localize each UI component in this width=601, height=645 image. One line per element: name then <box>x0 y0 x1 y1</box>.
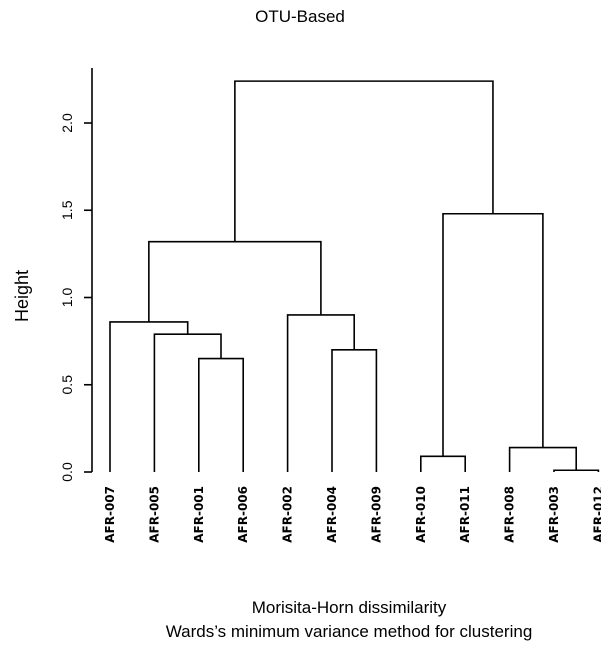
leaf-label: AFR-004 <box>325 486 339 543</box>
leaf-label: AFR-003 <box>547 486 561 543</box>
leaf-label: AFR-010 <box>414 486 428 543</box>
dendrogram-branch <box>234 80 494 242</box>
dendrogram-branch <box>442 212 544 457</box>
dendrogram-branch <box>109 321 189 472</box>
leaf-label: AFR-001 <box>192 486 206 543</box>
leaf-label: AFR-008 <box>503 486 517 543</box>
dendrogram-branch <box>420 455 466 472</box>
dendrogram-branch <box>553 469 600 472</box>
leaf-label: AFR-006 <box>236 486 250 543</box>
y-tick-label: 1.5 <box>59 200 75 220</box>
y-tick-label: 0.0 <box>59 462 75 482</box>
caption-line-2: Wards’s minimum variance method for clus… <box>166 622 533 641</box>
y-axis-ticks: 0.0 0.5 1.0 1.5 2.0 <box>59 113 92 482</box>
dendrogram-branch <box>331 349 378 472</box>
y-tick-label: 1.0 <box>59 288 75 308</box>
dendrogram-branch <box>153 333 222 472</box>
leaf-label: AFR-012 <box>591 486 601 543</box>
leaf-labels: AFR-007 AFR-005 AFR-001 AFR-006 AFR-002 AFR-0… <box>103 486 601 543</box>
caption-line-1: Morisita-Horn dissimilarity <box>252 598 447 617</box>
dendrogram-branch <box>508 446 577 472</box>
dendrogram-branch <box>148 240 322 322</box>
chart-title: OTU-Based <box>255 7 345 26</box>
y-tick-label: 0.5 <box>59 375 75 395</box>
leaf-label: AFR-007 <box>103 486 117 543</box>
y-axis-label: Height <box>12 270 32 322</box>
leaf-label: AFR-002 <box>281 486 295 543</box>
y-tick-label: 2.0 <box>59 113 75 133</box>
dendrogram-branch <box>286 314 355 472</box>
leaf-label: AFR-005 <box>147 486 161 543</box>
dendrogram-branches <box>109 80 600 472</box>
dendrogram-branch <box>198 357 244 472</box>
leaf-label: AFR-009 <box>369 486 383 543</box>
leaf-label: AFR-011 <box>458 486 472 543</box>
